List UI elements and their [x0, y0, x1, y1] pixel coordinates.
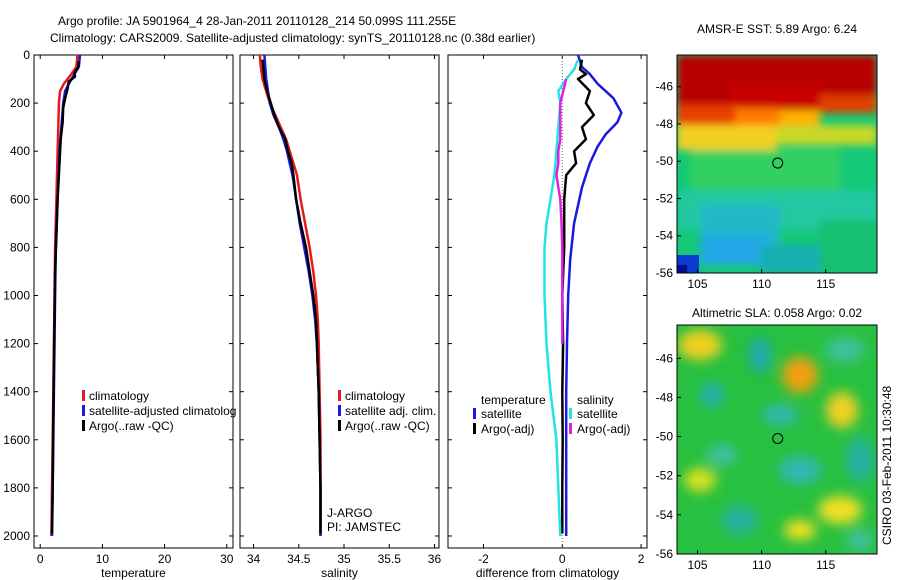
temperature-legend-swatch	[82, 420, 85, 431]
sla-ytick-label: -46	[656, 351, 674, 365]
sla-ytick-label: -54	[656, 508, 674, 522]
salinity-annotation: J-ARGO	[327, 506, 372, 520]
salinity-xtick-label: 34.5	[287, 552, 311, 566]
sla-ytick-label: -56	[656, 547, 674, 561]
salinity-xtick-label: 36	[428, 552, 442, 566]
sst-map-image	[677, 55, 877, 273]
difference-series-1-line	[561, 59, 596, 534]
side-label: CSIRO 03-Feb-2011 10:30:48	[880, 385, 894, 545]
salinity-series-2-line	[261, 59, 322, 534]
temperature-xtick-label: 30	[220, 552, 234, 566]
sst-map-title: AMSR-E SST: 5.89 Argo: 6.24	[697, 22, 857, 36]
salinity-xtick-label: 34	[247, 552, 261, 566]
sla-float-position-marker	[772, 433, 784, 445]
depth-tick-label: 1400	[3, 385, 30, 399]
temperature-axes-frame	[33, 54, 234, 549]
sst-ytick-label: -52	[656, 191, 674, 205]
difference-xtick-label: -2	[478, 552, 489, 566]
difference-legend-swatch	[569, 423, 572, 434]
salinity-xlabel: salinity	[321, 566, 358, 580]
temperature-xtick-label: 10	[96, 552, 110, 566]
sla-ytick-label: -52	[656, 469, 674, 483]
sst-xtick-label: 115	[816, 277, 835, 291]
salinity-annotation: PI: JAMSTEC	[327, 520, 401, 534]
difference-legend-swatch	[473, 423, 476, 434]
difference-legend-title: salinity	[577, 393, 614, 407]
depth-tick-label: 0	[23, 48, 30, 62]
temperature-series-2-line	[50, 60, 81, 534]
header-line-2: Climatology: CARS2009. Satellite-adjuste…	[50, 31, 535, 45]
difference-xtick-label: 0	[559, 552, 566, 566]
temperature-xtick-label: 20	[158, 552, 172, 566]
sla-ytick-label: -50	[656, 430, 674, 444]
depth-tick-label: 800	[10, 240, 30, 254]
sst-ytick-label: -48	[656, 117, 674, 131]
header-line-1: Argo profile: JA 5901964_4 28-Jan-2011 2…	[58, 14, 456, 28]
sla-xtick-label: 105	[687, 558, 707, 572]
temperature-legend-swatch	[82, 390, 85, 401]
sla-xtick-label: 115	[816, 558, 835, 572]
difference-series-3-line	[555, 78, 568, 344]
depth-tick-label: 2000	[3, 529, 30, 543]
salinity-axes-frame	[239, 54, 440, 549]
difference-legend-swatch	[569, 408, 572, 419]
difference-xtick-label: 2	[638, 552, 645, 566]
difference-series-2-line	[543, 59, 580, 537]
sst-ytick-label: -50	[656, 154, 674, 168]
difference-legend-label: satellite	[481, 407, 522, 421]
difference-legend-label: satellite	[577, 407, 618, 421]
temperature-xlabel: temperature	[101, 566, 166, 580]
difference-xlabel: difference from climatology	[476, 566, 619, 580]
salinity-legend-swatch	[338, 420, 341, 431]
difference-axes-frame	[447, 54, 648, 549]
depth-tick-label: 400	[10, 144, 30, 158]
depth-tick-label: 1000	[3, 288, 30, 302]
depth-tick-label: 1200	[3, 337, 30, 351]
temperature-legend-label: climatology	[89, 389, 149, 403]
depth-tick-label: 600	[10, 192, 30, 206]
difference-legend-label: Argo(-adj)	[481, 422, 534, 436]
salinity-xtick-label: 35.5	[378, 552, 402, 566]
sst-xtick-label: 105	[687, 277, 707, 291]
sla-map-title: Altimetric SLA: 0.058 Argo: 0.02	[692, 306, 862, 320]
salinity-legend-swatch	[338, 390, 341, 401]
depth-tick-label: 1800	[3, 481, 30, 495]
salinity-legend-label: satellite adj. clim.	[345, 404, 436, 418]
depth-tick-label: 1600	[3, 433, 30, 447]
temperature-series-1-line	[50, 54, 82, 537]
salinity-legend-label: Argo(..raw -QC)	[345, 419, 430, 433]
sst-map-frame	[676, 54, 878, 274]
sst-ytick-label: -46	[656, 80, 674, 94]
temperature-legend-label: satellite-adjusted climatolog	[89, 404, 236, 418]
temperature-xtick-label: 0	[37, 552, 44, 566]
sla-ytick-label: -48	[656, 390, 674, 404]
difference-legend-label: Argo(-adj)	[577, 422, 630, 436]
sst-xtick-label: 110	[752, 277, 771, 291]
sst-ytick-label: -54	[656, 229, 674, 243]
temperature-legend-swatch	[82, 405, 85, 416]
difference-legend-swatch	[473, 408, 476, 419]
sla-xtick-label: 110	[752, 558, 771, 572]
sst-float-position-marker	[772, 157, 784, 169]
difference-series-0-line	[564, 54, 623, 536]
salinity-xtick-label: 35	[337, 552, 351, 566]
difference-legend-title: temperature	[481, 393, 546, 407]
depth-tick-label: 200	[10, 96, 30, 110]
sla-map-frame	[676, 324, 878, 555]
temperature-legend-label: Argo(..raw -QC)	[89, 419, 174, 433]
sla-map-image	[677, 325, 877, 554]
sst-ytick-label: -56	[656, 266, 674, 280]
salinity-legend-label: climatology	[345, 389, 405, 403]
salinity-legend-swatch	[338, 405, 341, 416]
